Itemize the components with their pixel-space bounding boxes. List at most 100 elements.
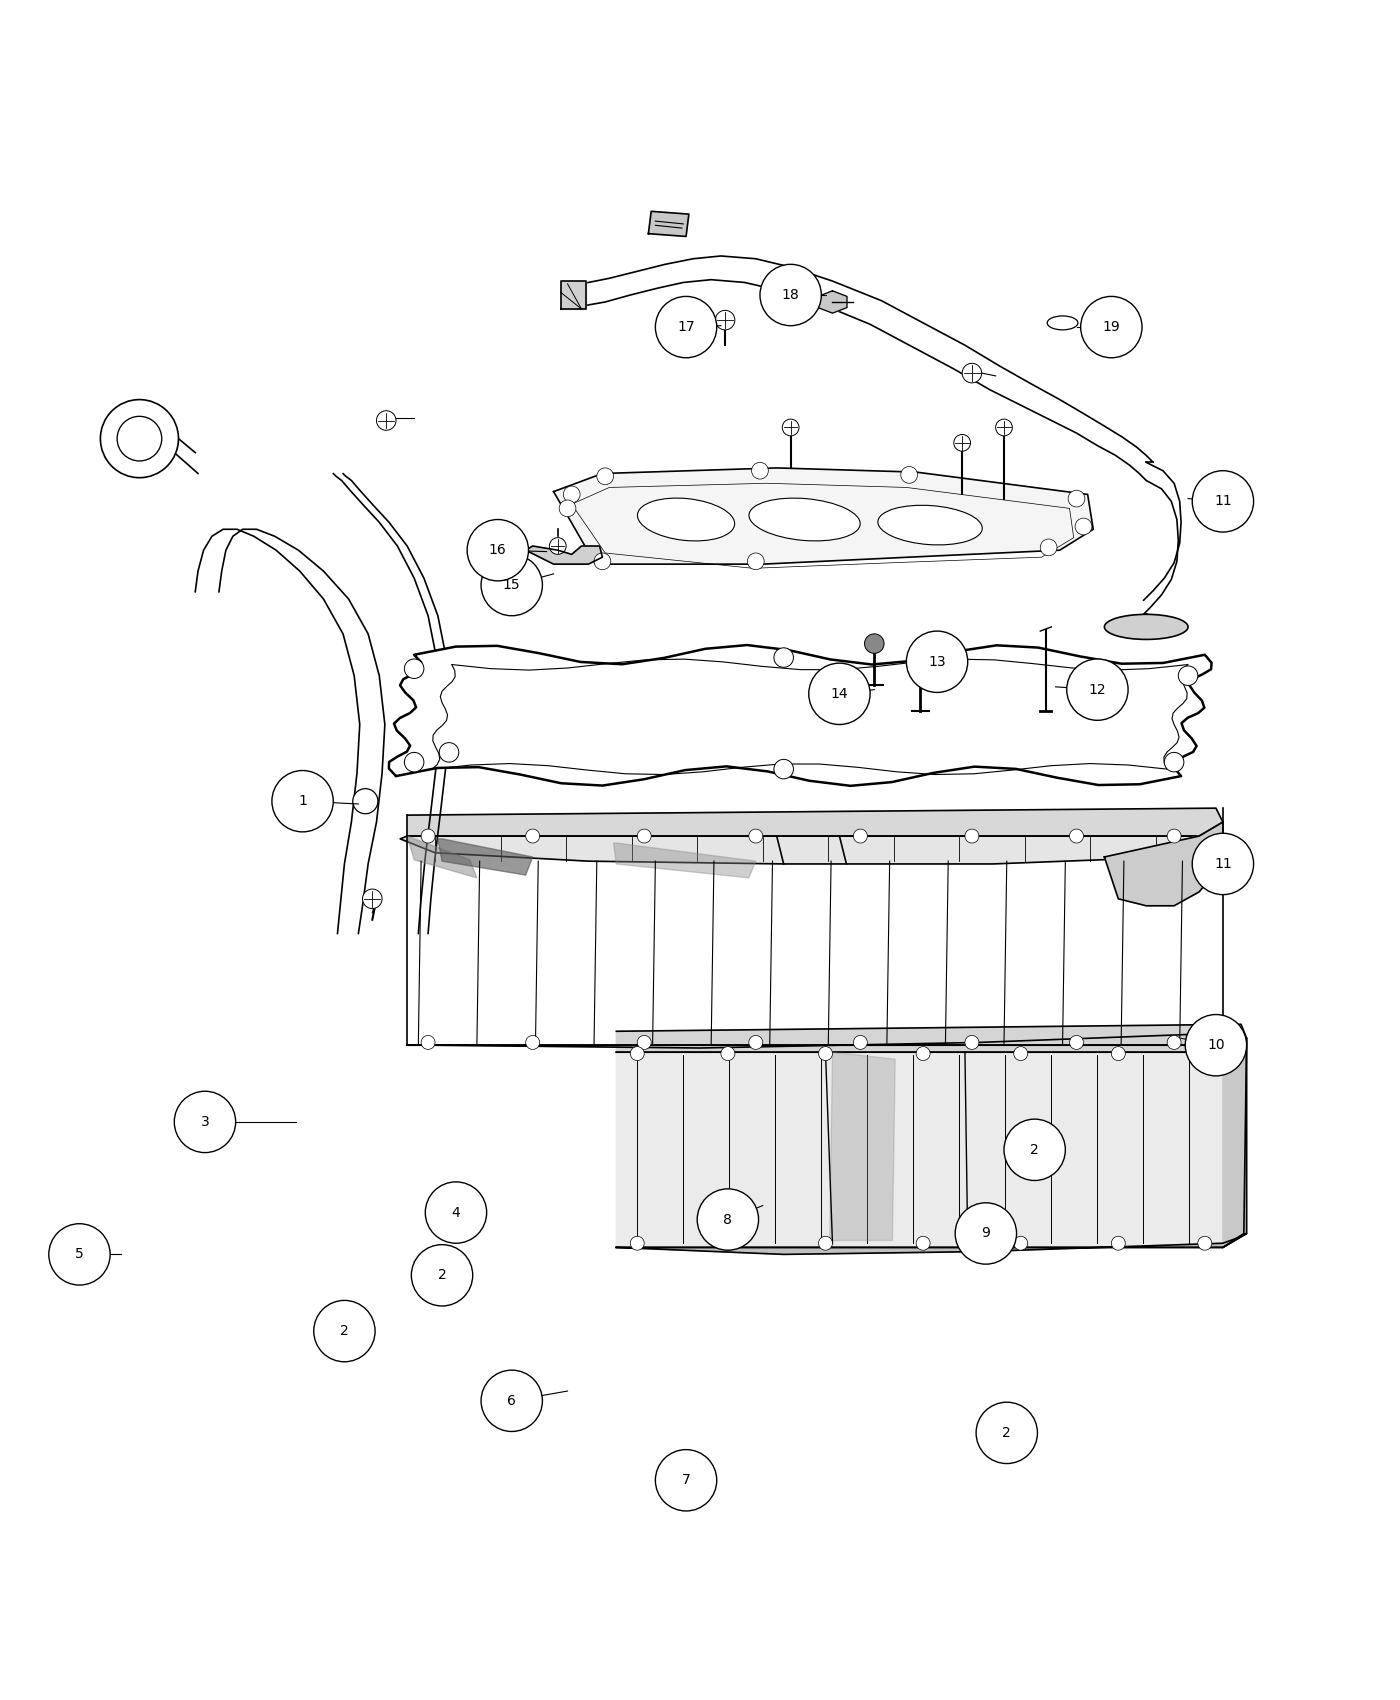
Circle shape [1198,1047,1212,1061]
Circle shape [118,416,162,461]
Polygon shape [818,291,847,313]
Circle shape [1179,666,1198,685]
Circle shape [1004,1119,1065,1180]
Polygon shape [648,211,689,236]
Circle shape [715,311,735,330]
Circle shape [906,631,967,692]
Circle shape [353,789,378,814]
Circle shape [865,634,883,653]
Text: 2: 2 [1030,1142,1039,1156]
Circle shape [1112,1047,1126,1061]
Circle shape [965,830,979,843]
Circle shape [272,770,333,831]
Text: 13: 13 [928,654,946,668]
Circle shape [783,420,799,435]
Circle shape [421,830,435,843]
Circle shape [854,830,868,843]
Polygon shape [616,1039,1246,1248]
Circle shape [760,264,822,326]
Ellipse shape [637,498,735,541]
Circle shape [962,364,981,382]
Text: 6: 6 [507,1394,517,1408]
Circle shape [916,1047,930,1061]
Circle shape [819,1236,833,1249]
Circle shape [1081,296,1142,357]
Text: 17: 17 [678,320,694,335]
Circle shape [314,1300,375,1362]
Text: 1: 1 [298,794,307,808]
Polygon shape [400,823,1224,864]
Circle shape [525,1035,539,1049]
Circle shape [809,663,871,724]
Circle shape [1168,830,1182,843]
Circle shape [721,1236,735,1249]
Circle shape [1112,1236,1126,1249]
Polygon shape [616,1234,1246,1255]
Circle shape [721,1047,735,1061]
Circle shape [421,1035,435,1049]
Text: 8: 8 [724,1212,732,1226]
Circle shape [174,1091,235,1153]
Circle shape [854,1035,868,1049]
Circle shape [405,753,424,772]
Circle shape [774,648,794,668]
Circle shape [749,1035,763,1049]
Circle shape [1165,753,1184,772]
Polygon shape [525,546,602,564]
Polygon shape [1224,1039,1246,1248]
Circle shape [377,411,396,430]
Circle shape [563,486,580,503]
Circle shape [900,466,917,483]
Polygon shape [553,468,1093,564]
Circle shape [594,552,610,570]
Circle shape [1186,1015,1246,1076]
Text: 11: 11 [1214,857,1232,870]
Text: 14: 14 [830,687,848,700]
Text: 18: 18 [781,287,799,303]
Circle shape [976,1402,1037,1464]
Circle shape [953,435,970,450]
Text: 10: 10 [1207,1039,1225,1052]
Circle shape [559,500,575,517]
Text: 2: 2 [1002,1426,1011,1440]
Circle shape [525,830,539,843]
Circle shape [1070,1035,1084,1049]
Circle shape [482,554,542,615]
Circle shape [752,462,769,479]
Circle shape [630,1047,644,1061]
Polygon shape [830,1052,895,1241]
Polygon shape [407,1025,1224,1047]
Polygon shape [407,836,477,877]
Circle shape [655,296,717,357]
Circle shape [1014,1236,1028,1249]
Circle shape [1193,833,1253,894]
Circle shape [637,830,651,843]
Polygon shape [389,644,1211,785]
Text: 5: 5 [76,1248,84,1261]
Text: 3: 3 [200,1115,210,1129]
Circle shape [426,1182,487,1243]
Ellipse shape [1105,614,1189,639]
Circle shape [1075,518,1092,536]
Text: 9: 9 [981,1226,990,1241]
Circle shape [697,1188,759,1250]
Ellipse shape [749,498,860,541]
Circle shape [482,1370,542,1431]
Circle shape [774,760,794,779]
Circle shape [49,1224,111,1285]
Circle shape [1014,1047,1028,1061]
Circle shape [1067,660,1128,721]
Circle shape [655,1450,717,1511]
Circle shape [819,1047,833,1061]
Circle shape [596,468,613,484]
Text: 2: 2 [438,1268,447,1282]
Circle shape [405,660,424,678]
Circle shape [1193,471,1253,532]
Text: 2: 2 [340,1324,349,1338]
Polygon shape [407,808,1224,836]
Circle shape [1168,1035,1182,1049]
Circle shape [412,1244,473,1306]
Ellipse shape [1047,316,1078,330]
Circle shape [748,552,764,570]
Circle shape [637,1035,651,1049]
